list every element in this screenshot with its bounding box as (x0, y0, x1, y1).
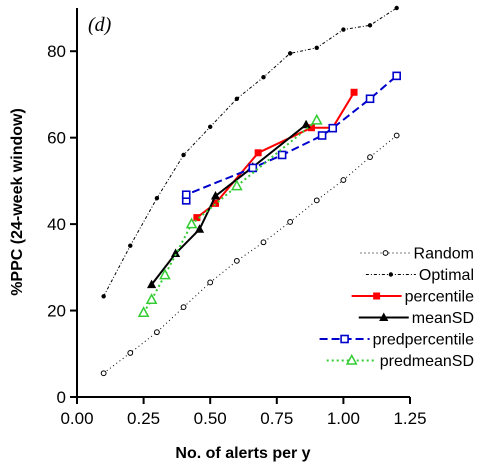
legend-label-random: Random (414, 246, 474, 263)
series-line-meansd (150, 123, 307, 286)
x-tick-label: 0.25 (127, 409, 160, 428)
x-tick-label: 0.00 (60, 409, 93, 428)
data-point-meansd (301, 119, 311, 129)
data-point-optimal (287, 51, 293, 56)
data-point-random (313, 197, 320, 204)
y-tick-label: 20 (47, 302, 66, 321)
data-point-meansd (146, 279, 157, 289)
legend-marker-percentile (373, 292, 381, 300)
data-point-optimal (234, 96, 240, 101)
legend-entry-predmeansd: predmeanSD (326, 353, 474, 370)
data-point-predmeansd (145, 293, 158, 304)
data-point-random (127, 350, 134, 356)
data-point-predmeansd (137, 306, 150, 317)
data-point-optimal (394, 5, 399, 11)
y-tick-label: 40 (47, 215, 66, 234)
data-point-predpercentile (317, 131, 327, 140)
data-point-random (180, 304, 187, 310)
legend-marker-predpercentile (340, 334, 349, 344)
legend-entry-meansd: meanSD (358, 310, 474, 327)
data-point-optimal (341, 27, 346, 32)
data-point-predmeansd (185, 217, 198, 229)
x-axis-title: No. of alerts per y (175, 445, 310, 462)
data-point-optimal (128, 243, 133, 248)
data-point-meansd (170, 248, 181, 258)
legend-label-predmeansd: predmeanSD (380, 353, 474, 370)
data-point-random (154, 329, 160, 336)
series-line-optimal (103, 7, 397, 297)
series-optimal (101, 5, 399, 299)
legend-marker-meansd (379, 312, 389, 321)
data-point-optimal (367, 23, 373, 28)
data-point-random (260, 239, 267, 246)
series-predmeansd (137, 113, 323, 317)
data-point-predpercentile (328, 123, 338, 133)
y-axis-title: %PPC (24-week window) (9, 108, 26, 296)
data-point-random (287, 219, 294, 225)
data-point-predmeansd (230, 179, 243, 191)
data-point-predpercentile (248, 163, 258, 173)
series-meansd (146, 119, 311, 289)
panel-label: (d) (88, 14, 112, 36)
data-point-predmeansd (159, 268, 171, 280)
legend-label-percentile: percentile (405, 289, 474, 306)
data-point-random (340, 177, 347, 183)
series-random (100, 132, 400, 377)
legend-marker-predmeansd (345, 353, 358, 365)
legend-label-predpercentile: predpercentile (373, 332, 475, 349)
series-layer (100, 5, 401, 377)
data-point-predmeansd (310, 113, 323, 125)
data-point-predpercentile (392, 71, 401, 81)
data-point-predpercentile (365, 94, 375, 104)
data-point-optimal (181, 152, 186, 158)
data-point-meansd (210, 191, 221, 200)
plot-area: 0.00 0.25 0.50 0.75 1.00 1.25 0 20 40 60 80 (47, 5, 427, 428)
legend-marker-optimal (388, 272, 394, 277)
x-tick-label: 0.50 (194, 409, 227, 428)
y-tick-label: 80 (47, 42, 66, 61)
legend-label-meansd: meanSD (412, 310, 474, 327)
series-line-predmeansd (142, 119, 318, 314)
y-tick-label: 60 (47, 129, 66, 148)
legend-marker-random (382, 250, 389, 256)
data-point-predpercentile (181, 190, 191, 200)
data-point-random (233, 257, 240, 264)
legend-entry-percentile: percentile (351, 289, 474, 306)
data-point-random (207, 279, 214, 286)
series-predpercentile (181, 71, 401, 205)
series-line-percentile (196, 91, 355, 219)
y-tick-label: 0 (57, 388, 66, 407)
data-point-meansd (194, 224, 205, 233)
data-point-optimal (154, 195, 160, 201)
data-point-optimal (261, 74, 266, 80)
series-line-predpercentile (185, 75, 398, 201)
data-point-random (393, 132, 400, 139)
data-point-percentile (193, 214, 201, 222)
legend-entry-predpercentile: predpercentile (319, 332, 475, 349)
legend-entry-random: Random (360, 246, 474, 263)
data-point-random (367, 154, 373, 161)
legend-entry-optimal: Optimal (365, 267, 474, 284)
data-point-optimal (208, 124, 213, 130)
data-point-random (100, 370, 107, 377)
axis-ticks: 0.00 0.25 0.50 0.75 1.00 1.25 0 20 40 60 80 (47, 42, 426, 428)
x-tick-label: 1.25 (393, 409, 426, 428)
data-point-percentile (212, 199, 220, 207)
x-tick-label: 1.00 (327, 409, 360, 428)
data-point-percentile (307, 124, 315, 132)
data-point-predpercentile (277, 150, 287, 160)
data-point-optimal (101, 294, 106, 299)
data-point-percentile (350, 88, 358, 96)
legend: Random Optimal percentile meanSD predpercent… (319, 246, 475, 370)
data-point-percentile (254, 149, 262, 157)
data-point-optimal (314, 45, 319, 50)
legend-label-optimal: Optimal (419, 267, 474, 284)
x-tick-label: 0.75 (260, 409, 293, 428)
